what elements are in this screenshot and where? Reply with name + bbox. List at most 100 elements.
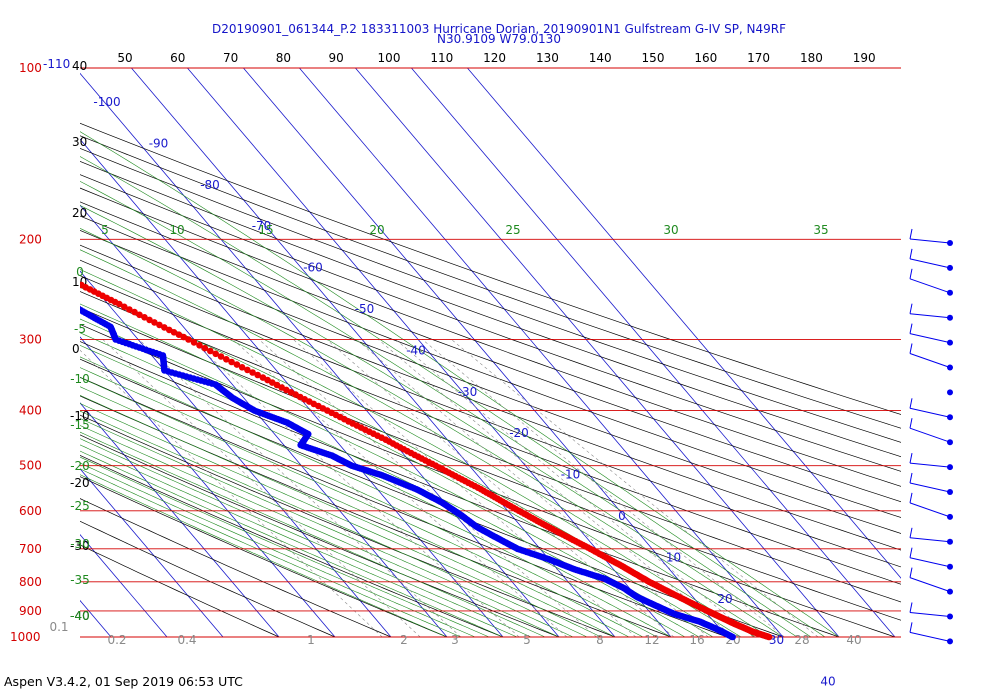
temperature-point	[190, 339, 198, 346]
isotherm-line	[80, 534, 168, 638]
temperature-point	[30, 258, 37, 265]
mixing-ratio-label: 5	[523, 633, 531, 647]
dewpoint-point	[19, 284, 26, 291]
temperature-point	[53, 269, 60, 276]
moist-left-label: -15	[70, 418, 90, 432]
temperature-point	[141, 314, 148, 321]
dewpoint-point	[68, 303, 75, 310]
temperature-point	[217, 353, 225, 360]
isotherm-line	[131, 68, 616, 638]
moist-adiabat-line	[80, 345, 686, 638]
moist-adiabat-line	[80, 403, 602, 638]
wind-barb-feather	[909, 228, 913, 240]
top-temperature-label: 70	[223, 51, 238, 65]
dewpoint-point	[50, 296, 57, 303]
temperature-point	[50, 267, 57, 274]
dewpoint-point	[5, 279, 12, 286]
temperature-point	[27, 256, 34, 263]
isotherm-line	[80, 138, 504, 638]
wind-barb-feather	[909, 622, 913, 633]
wind-barb-staff	[909, 631, 951, 642]
chart-title-line2: N30.9109 W79.0130	[437, 32, 561, 46]
temperature-point	[3, 245, 10, 252]
dry-adiabat-line	[80, 135, 901, 429]
dry-adiabat-line	[80, 498, 392, 638]
isotherm-label: 30	[769, 633, 784, 647]
temperature-point	[47, 266, 54, 273]
temperature-point	[136, 311, 143, 319]
dewpoint-point	[54, 297, 61, 304]
temperature-point	[131, 308, 138, 316]
dewpoint-point	[40, 292, 47, 299]
dewpoint-point	[47, 295, 54, 302]
isotherm-label: -80	[200, 178, 220, 192]
temperature-point	[6, 246, 13, 253]
dewpoint-point	[57, 299, 64, 306]
wind-barb-feather	[909, 453, 913, 464]
temperature-point	[196, 342, 203, 349]
isotherm-label: -10	[561, 468, 581, 482]
moist-left-label: -30	[70, 537, 90, 551]
isobars	[80, 67, 901, 638]
wind-barb-feather	[909, 248, 913, 259]
moist-adiabat-line	[80, 180, 812, 638]
temperature-point	[65, 275, 72, 282]
moist-adiabat-label: 5	[101, 223, 109, 237]
pressure-label: 800	[19, 575, 42, 589]
mixing-ratio-line	[138, 339, 462, 638]
dry-adiabat-label: 40	[72, 59, 87, 73]
wind-barb-staff	[909, 238, 951, 244]
moist-adiabat-line	[80, 205, 798, 638]
dry-adiabat-label: 20	[72, 206, 87, 220]
mixing-ratio-line	[356, 339, 709, 638]
pressure-label: 300	[19, 332, 42, 346]
isotherm-line	[243, 68, 728, 638]
isotherm-line	[80, 72, 560, 638]
wind-barb-staff	[909, 407, 951, 418]
temperature-point	[0, 243, 6, 250]
isotherm-line	[80, 468, 224, 638]
moist-adiabat-line	[80, 425, 560, 638]
top-temperature-label: 60	[170, 51, 185, 65]
wind-barb-feather	[909, 492, 913, 503]
mixing-ratio-label: 0.1	[49, 620, 68, 634]
wind-barb-feather	[909, 567, 913, 578]
temperature-point	[20, 253, 27, 260]
moist-left-label: -5	[74, 322, 86, 336]
dry-adiabat-label: -20	[70, 476, 90, 490]
moist-adiabat-line	[80, 456, 490, 638]
top-temperature-label: 90	[329, 51, 344, 65]
wind-barb-feather	[909, 303, 913, 314]
wind-barb-staff	[909, 353, 951, 368]
dry-adiabat-label: -30	[70, 539, 90, 553]
temperature-point	[0, 241, 2, 248]
temperature-point	[37, 261, 44, 268]
temperature-point	[1, 244, 8, 251]
dry-adiabat-label: -10	[70, 409, 90, 423]
temperature-point	[249, 369, 256, 376]
dry-adiabat-line	[80, 174, 901, 472]
moist-adiabat-line	[80, 410, 588, 638]
temperature-point	[156, 321, 163, 329]
mixing-ratio-line	[102, 339, 421, 638]
mixing-ratio-line	[258, 339, 597, 638]
dry-adiabat-line	[80, 307, 901, 621]
pressure-label: 900	[19, 604, 42, 618]
moist-adiabat-line	[80, 367, 658, 638]
mixing-ratio-line	[80, 349, 383, 638]
isotherm-label: 40	[820, 675, 835, 689]
dry-adiabat-line	[80, 201, 901, 503]
dry-adiabat-label: 30	[72, 135, 87, 149]
dewpoint-point	[0, 276, 5, 283]
top-temperature-label: 180	[800, 51, 823, 65]
pressure-label: 1000	[10, 630, 41, 644]
dewpoint-point	[10, 281, 17, 288]
chart-title-line1: D20190901_061344_P.2 183311003 Hurricane…	[212, 22, 786, 36]
moist-adiabat-line	[80, 386, 630, 638]
moist-adiabat-line	[80, 377, 644, 638]
wind-barb-staff	[909, 537, 951, 543]
isotherm-label: -40	[406, 343, 426, 357]
dry-adiabat-line	[80, 244, 901, 551]
wind-barb-staff	[909, 502, 951, 518]
